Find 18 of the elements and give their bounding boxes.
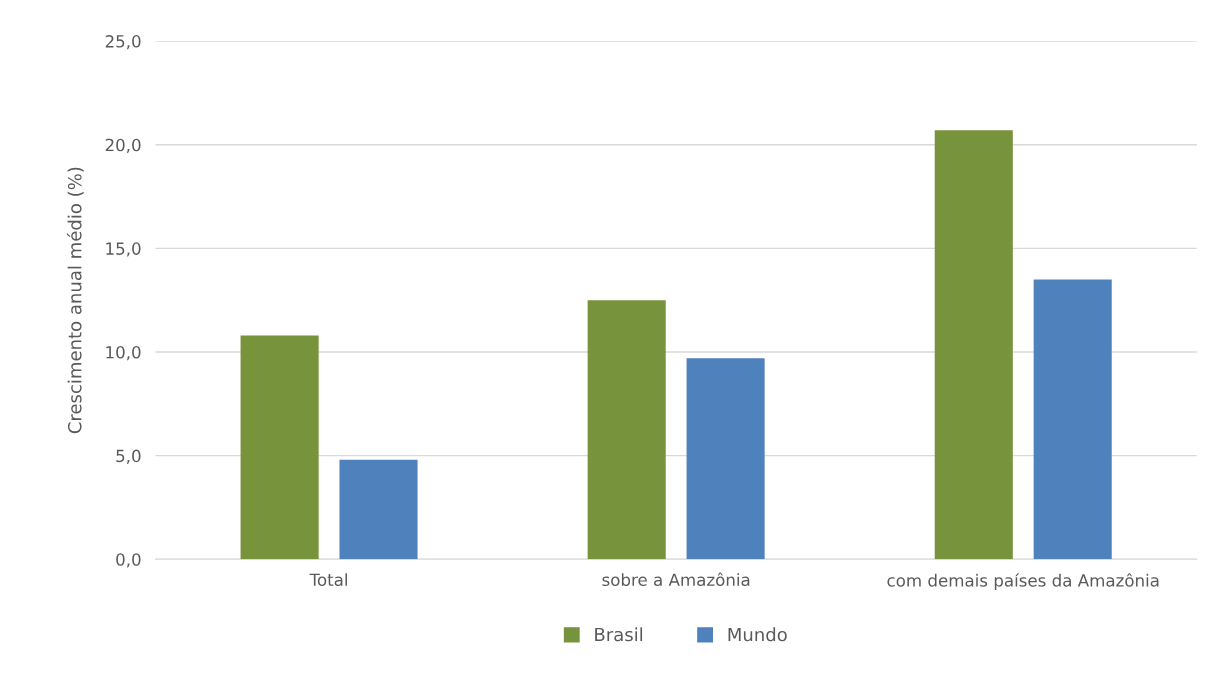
bar <box>339 459 418 560</box>
y-tick-label: 5,0 <box>116 449 141 464</box>
y-tick-label: 25,0 <box>105 35 141 50</box>
bar <box>686 358 765 560</box>
y-tick-label: 10,0 <box>106 345 141 361</box>
y-tick-label: 20,0 <box>105 138 141 153</box>
bar <box>934 130 1013 560</box>
bar <box>1033 279 1112 560</box>
bar <box>240 335 319 560</box>
y-tick-label: 0,0 <box>116 553 141 568</box>
x-tick-label: sobre a Amazônia <box>602 572 750 587</box>
y-axis-title: Crescimento anual médio (%) <box>66 167 84 434</box>
x-tick-label: Total <box>309 573 347 587</box>
y-tick-label: 15,0 <box>106 242 141 257</box>
legend-label: Mundo <box>728 627 787 642</box>
x-tick-label: com demais países da Amazônia <box>887 573 1159 590</box>
legend-label: Brasil <box>595 627 643 642</box>
bar <box>587 300 666 560</box>
